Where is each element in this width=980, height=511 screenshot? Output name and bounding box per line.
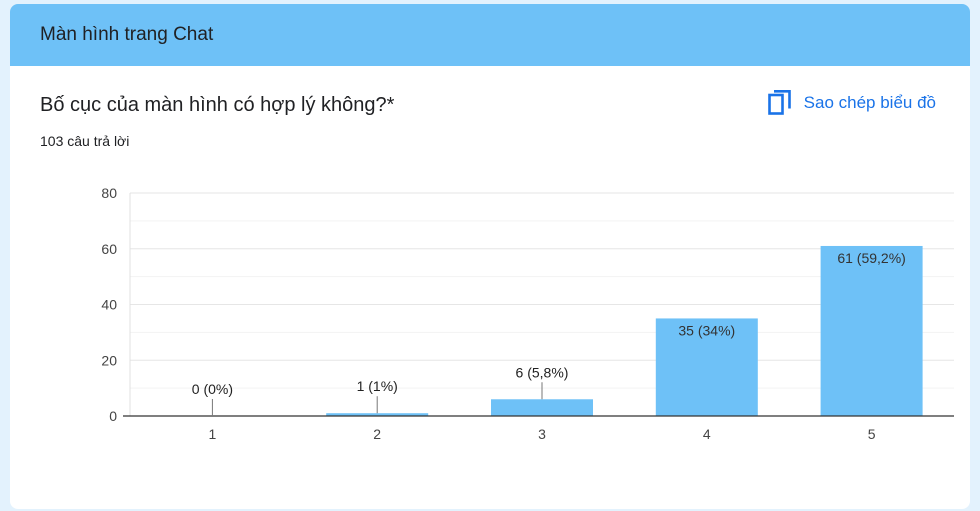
x-tick-label: 4: [703, 426, 711, 442]
copy-chart-label: Sao chép biểu đồ: [803, 93, 936, 112]
bar: [326, 413, 429, 416]
copy-chart-button[interactable]: Sao chép biểu đồ: [767, 90, 936, 116]
data-label: 0 (0%): [192, 381, 233, 397]
x-tick-label: 1: [209, 426, 217, 442]
response-count: 103 câu trả lời: [40, 133, 130, 149]
y-tick-label: 60: [101, 241, 117, 257]
bar: [491, 399, 593, 416]
chart-gridlines: [129, 192, 954, 416]
y-tick-label: 40: [101, 297, 117, 313]
section-title: Màn hình trang Chat: [40, 24, 214, 45]
y-tick-label: 80: [101, 185, 117, 201]
copy-icon: [767, 90, 792, 116]
question-card: Bố cục của màn hình có hợp lý không?* 10…: [10, 66, 970, 509]
y-tick-label: 20: [101, 352, 117, 368]
data-label: 1 (1%): [357, 378, 398, 394]
x-tick-label: 3: [538, 426, 546, 442]
bar: [820, 245, 923, 416]
data-label: 35 (34%): [678, 322, 735, 338]
y-tick-label: 0: [109, 408, 117, 424]
x-tick-label: 2: [373, 426, 381, 442]
x-tick-label: 5: [868, 426, 876, 442]
data-label: 61 (59,2%): [837, 250, 905, 266]
bar: [655, 318, 758, 416]
question-title: Bố cục của màn hình có hợp lý không?*: [40, 94, 395, 116]
section-header: Màn hình trang Chat: [10, 4, 970, 66]
data-label: 6 (5,8%): [516, 364, 569, 380]
chart-labels: 0 20 40 60 80 0 (0%) 1 1 (1%) 2 6 (5,8%) 3 35 (34%)…: [101, 185, 905, 442]
chart-bars: [326, 245, 923, 416]
